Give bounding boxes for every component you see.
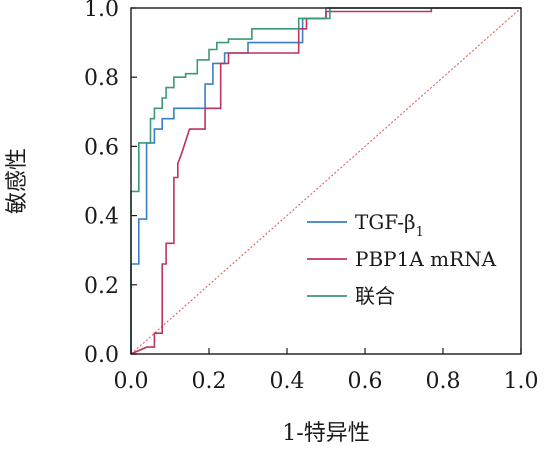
axes: 0.0 0.2 0.4 0.6 0.8 1.0 0.0 0.2 0.4 0.6 0.8 1.0 xyxy=(84,0,539,394)
y-tick-label: 1.0 xyxy=(84,0,119,22)
reference-diagonal-line xyxy=(130,7,522,355)
y-tick-label: 0.0 xyxy=(84,343,119,368)
y-tick-label: 0.4 xyxy=(84,205,119,230)
x-tick-label: 0.4 xyxy=(270,369,305,394)
series-line-2 xyxy=(130,7,521,354)
y-tick-label: 0.8 xyxy=(84,66,119,91)
legend-label-2: 联合 xyxy=(355,284,395,308)
legend-label-0: TGF-β1 xyxy=(355,210,424,240)
legend-label-1: PBP1A mRNA xyxy=(355,247,497,271)
y-tick-label: 0.6 xyxy=(84,135,119,160)
x-tick-label: 0.6 xyxy=(348,369,383,394)
plot-frame xyxy=(130,7,522,355)
y-tick-label: 0.2 xyxy=(84,274,119,299)
x-axis-title: 1-特异性 xyxy=(282,421,369,446)
legend: TGF-β1 PBP1A mRNA 联合 xyxy=(307,210,497,308)
x-tick-label: 0.0 xyxy=(114,369,149,394)
plot-area xyxy=(130,7,522,355)
x-tick-label: 1.0 xyxy=(504,369,539,394)
x-tick-label: 0.2 xyxy=(192,369,227,394)
y-axis-title: 敏感性 xyxy=(5,148,30,214)
x-tick-label: 0.8 xyxy=(426,369,461,394)
